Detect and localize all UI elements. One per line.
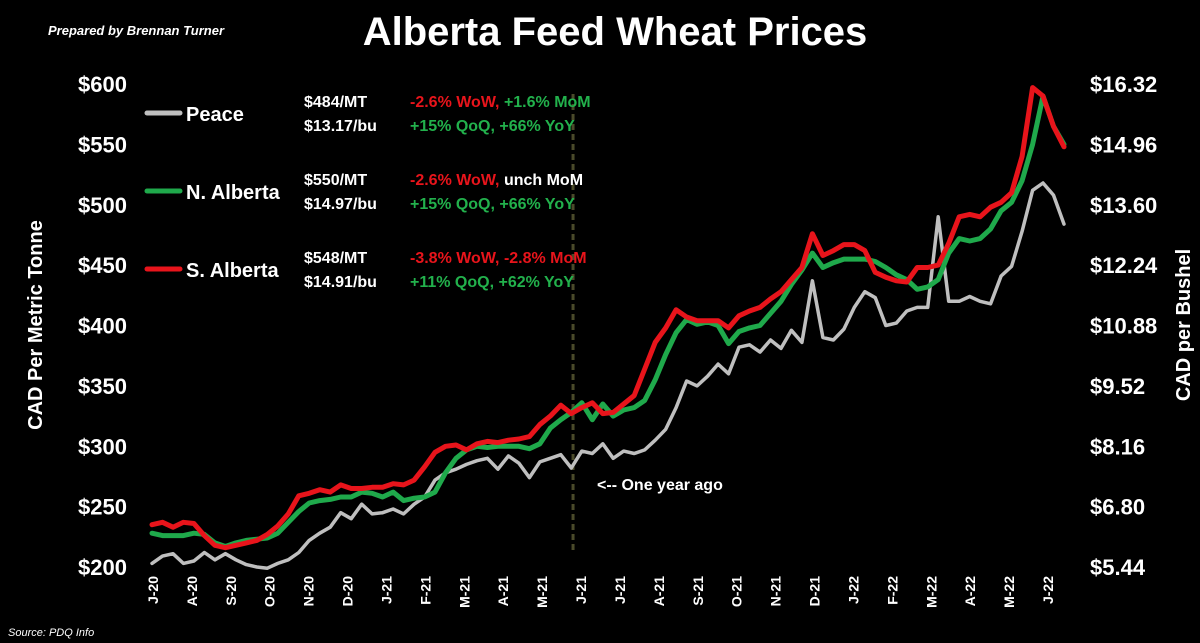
x-tick-label: A-21 [495, 576, 511, 607]
x-tick-label: M-21 [456, 576, 472, 608]
x-tick-label: J-21 [573, 576, 589, 604]
legend-stat-segment: +15% QoQ, +66% YoY [410, 196, 575, 213]
legend-stat-segment: $14.97/bu [304, 196, 377, 213]
x-tick-label: S-20 [223, 576, 239, 606]
legend-label: Peace [186, 104, 244, 126]
x-tick-label: J-21 [612, 576, 628, 604]
legend-stat-line: $14.91/bu +11% QoQ, +62% YoY [304, 274, 574, 291]
y2-tick-label: $10.88 [1090, 314, 1157, 339]
x-tick-label: M-22 [923, 576, 939, 608]
y2-tick-label: $9.52 [1090, 374, 1145, 399]
x-tick-label: D-21 [807, 576, 823, 607]
x-tick-label: J-22 [1040, 576, 1056, 604]
legend-label: S. Alberta [186, 260, 279, 282]
x-tick-label: D-20 [340, 576, 356, 607]
x-tick-label: N-21 [768, 576, 784, 607]
y-tick-label: $550 [78, 132, 127, 157]
legend-stat-segment: $484/MT [304, 94, 367, 111]
legend-label: N. Alberta [186, 182, 281, 204]
legend-stat-segment: unch MoM [504, 172, 583, 189]
series-line-s-alberta [149, 85, 1067, 551]
one-year-ago-marker: <-- One year ago [571, 94, 723, 550]
x-tick-label: F-22 [884, 576, 900, 605]
legend-stat-segment: -3.8% WoW, -2.8% MoM [410, 250, 587, 267]
x-tick-label: A-20 [184, 576, 200, 607]
y2-tick-label: $14.96 [1090, 132, 1157, 157]
legend-stat-segment: $548/MT [304, 250, 367, 267]
x-tick-label: J-21 [378, 576, 394, 604]
y-tick-label: $300 [78, 434, 127, 459]
x-tick-label: N-20 [301, 576, 317, 607]
y-tick-label: $500 [78, 193, 127, 218]
x-tick-label: M-22 [1001, 576, 1017, 608]
axes-group: CAD Per Metric Tonne CAD per Bushel [25, 220, 1195, 430]
y-tick-label: $400 [78, 314, 127, 339]
legend-stat-line: $548/MT -3.8% WoW, -2.8% MoM [304, 250, 587, 267]
chart-title: Alberta Feed Wheat Prices [363, 10, 868, 54]
legend-stat-line: $550/MT -2.6% WoW, unch MoM [304, 172, 583, 189]
legend-stat-segment: $14.91/bu [304, 274, 377, 291]
x-tick-labels: J-20 A-20 S-20 O-20 N-20 D-20 J-21 F-21 M-21 A-21… [145, 576, 1056, 608]
x-tick-label: A-22 [962, 576, 978, 607]
legend-stat-segment: $550/MT [304, 172, 367, 189]
y2-tick-label: $8.16 [1090, 434, 1145, 459]
x-tick-label: J-22 [845, 576, 861, 604]
legend-stat-segment: -2.6% WoW, [410, 94, 504, 111]
y-tick-labels: $200 $250 $300 $350 $400 $450 $500 $550 $600 [78, 72, 127, 580]
legend-stat-segment: +1.6% MoM [504, 94, 591, 111]
x-tick-label: S-21 [690, 576, 706, 606]
legend-stat-segment: $13.17/bu [304, 118, 377, 135]
y2-axis-label: CAD per Bushel [1173, 249, 1195, 401]
y-tick-label: $250 [78, 495, 127, 520]
y-tick-label: $200 [78, 555, 127, 580]
series-lines [149, 85, 1067, 570]
x-tick-label: O-20 [262, 576, 278, 607]
y-axis-label: CAD Per Metric Tonne [25, 220, 47, 430]
x-tick-label: M-21 [534, 576, 550, 608]
x-tick-label: F-21 [417, 576, 433, 605]
y2-tick-label: $13.60 [1090, 193, 1157, 218]
y-tick-label: $350 [78, 374, 127, 399]
x-tick-label: A-21 [651, 576, 667, 607]
source-text: Source: PDQ Info [8, 627, 94, 639]
y2-tick-label: $5.44 [1090, 555, 1146, 580]
y-tick-label: $450 [78, 253, 127, 278]
series-line-n-alberta [149, 93, 1067, 549]
x-tick-label: O-21 [729, 576, 745, 607]
y2-tick-label: $12.24 [1090, 253, 1158, 278]
legend-stat-segment: +15% QoQ, +66% YoY [410, 118, 575, 135]
legend-stat-line: $14.97/bu +15% QoQ, +66% YoY [304, 196, 575, 213]
legend-stat-segment: -2.6% WoW, [410, 172, 504, 189]
legend: Peace $484/MT -2.6% WoW, +1.6% MoM $13.17/b… [144, 94, 591, 291]
legend-stat-segment: +11% QoQ, +62% YoY [410, 274, 574, 291]
one-year-ago-label: <-- One year ago [597, 477, 723, 494]
legend-stat-line: $13.17/bu +15% QoQ, +66% YoY [304, 118, 575, 135]
series-line-peace [150, 181, 1066, 570]
y2-tick-label: $6.80 [1090, 495, 1145, 520]
x-tick-label: J-20 [145, 576, 161, 604]
y2-tick-label: $16.32 [1090, 72, 1157, 97]
legend-stat-line: $484/MT -2.6% WoW, +1.6% MoM [304, 94, 591, 111]
y-tick-label: $600 [78, 72, 127, 97]
prepared-by-text: Prepared by Brennan Turner [48, 23, 225, 38]
y2-tick-labels: $5.44 $6.80 $8.16 $9.52 $10.88 $12.24 $13.60 $1… [1090, 72, 1158, 580]
